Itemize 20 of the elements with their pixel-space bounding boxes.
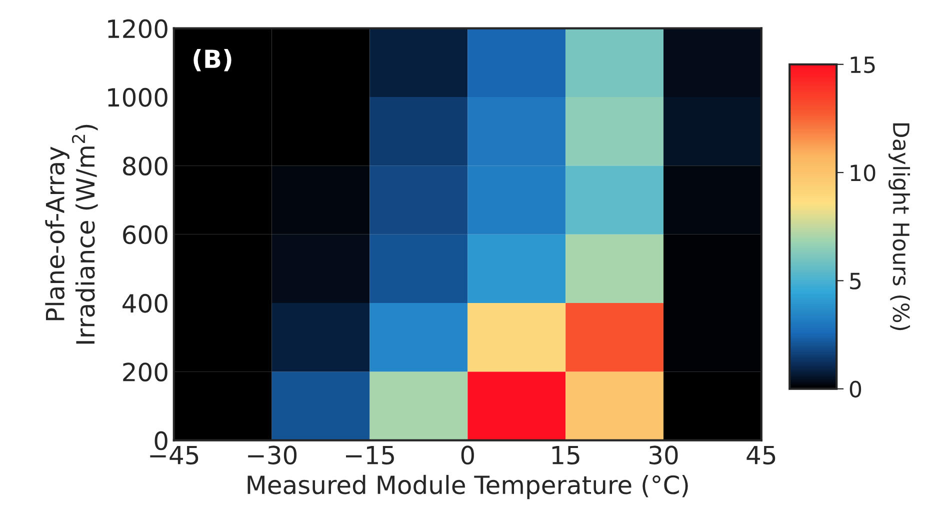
color-bar-label: 10 — [850, 164, 876, 182]
y-tick-label: 400 — [122, 294, 168, 313]
x-tick-label: −30 — [248, 446, 297, 465]
color-bar-label: 5 — [850, 272, 861, 290]
y-tick-label: 800 — [123, 156, 168, 176]
x-tick-label: 0 — [461, 446, 474, 465]
color-bar-title: Daylight Hours (%) — [888, 123, 910, 330]
annotation: (B) — [194, 48, 232, 72]
x-tick-label: −15 — [346, 446, 394, 465]
color-bar-label: 0 — [850, 380, 862, 398]
y-axis-title: Plane-of-Array Irradiance (W/m$^{2}$) — [45, 124, 98, 344]
y-tick-label: 1000 — [108, 88, 168, 107]
y-tick-label: 200 — [123, 362, 168, 382]
x-axis-title: Measured Module Temperature (°C) — [248, 474, 688, 500]
y-tick-label: 600 — [123, 225, 168, 244]
x-tick-label: 45 — [746, 446, 776, 465]
x-tick-label: 30 — [649, 446, 678, 465]
color-bar-label: 15 — [850, 56, 875, 74]
y-tick-label: 1200 — [108, 19, 168, 38]
x-tick-label: 15 — [552, 446, 580, 465]
